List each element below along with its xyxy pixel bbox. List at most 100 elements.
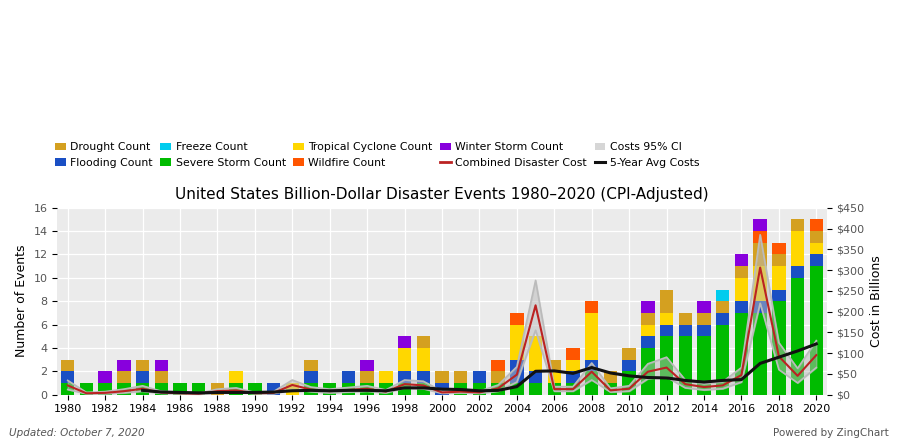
- Bar: [491, 371, 505, 383]
- Bar: [697, 336, 710, 395]
- Bar: [472, 383, 486, 395]
- Bar: [641, 301, 655, 313]
- Bar: [753, 313, 767, 395]
- Bar: [529, 383, 542, 395]
- Bar: [716, 313, 729, 325]
- Bar: [211, 383, 224, 395]
- Bar: [585, 371, 598, 395]
- Bar: [548, 360, 561, 371]
- Bar: [80, 383, 93, 395]
- Bar: [529, 371, 542, 383]
- Bar: [248, 383, 261, 395]
- Bar: [660, 336, 674, 395]
- Bar: [360, 383, 374, 395]
- Bar: [229, 383, 242, 395]
- Bar: [660, 325, 674, 336]
- Bar: [567, 348, 580, 360]
- Bar: [641, 336, 655, 348]
- Bar: [136, 371, 149, 383]
- Bar: [772, 243, 786, 254]
- Bar: [510, 360, 524, 383]
- Text: Updated: October 7, 2020: Updated: October 7, 2020: [9, 428, 145, 438]
- Bar: [360, 360, 374, 371]
- Bar: [772, 266, 786, 290]
- Bar: [810, 231, 823, 243]
- Bar: [192, 383, 206, 395]
- Bar: [810, 254, 823, 266]
- Bar: [716, 290, 729, 301]
- Bar: [810, 219, 823, 231]
- Bar: [454, 371, 468, 383]
- Bar: [491, 360, 505, 371]
- Bar: [136, 383, 149, 395]
- Bar: [61, 360, 75, 371]
- Bar: [117, 371, 130, 383]
- Bar: [603, 371, 617, 383]
- Bar: [716, 301, 729, 313]
- Bar: [697, 325, 710, 336]
- Bar: [679, 336, 692, 395]
- Bar: [154, 383, 168, 395]
- Bar: [603, 383, 617, 395]
- Bar: [791, 278, 805, 395]
- Bar: [360, 371, 374, 383]
- Bar: [622, 371, 636, 395]
- Bar: [660, 290, 674, 313]
- Bar: [622, 360, 636, 371]
- Bar: [810, 266, 823, 395]
- Y-axis label: Cost in Billions: Cost in Billions: [870, 255, 883, 347]
- Bar: [641, 348, 655, 395]
- Bar: [735, 266, 748, 278]
- Bar: [341, 371, 356, 383]
- Bar: [61, 371, 75, 383]
- Bar: [398, 348, 411, 371]
- Bar: [267, 383, 280, 395]
- Bar: [735, 254, 748, 266]
- Bar: [99, 383, 112, 395]
- Bar: [679, 313, 692, 325]
- Bar: [304, 383, 318, 395]
- Bar: [641, 313, 655, 325]
- Bar: [735, 278, 748, 301]
- Bar: [323, 383, 337, 395]
- Bar: [417, 383, 430, 395]
- Bar: [304, 371, 318, 383]
- Y-axis label: Number of Events: Number of Events: [15, 245, 28, 357]
- Bar: [791, 231, 805, 266]
- Bar: [398, 371, 411, 383]
- Bar: [417, 348, 430, 371]
- Bar: [567, 383, 580, 395]
- Bar: [660, 313, 674, 325]
- Bar: [286, 383, 299, 395]
- Text: Powered by ZingChart: Powered by ZingChart: [773, 428, 889, 438]
- Bar: [791, 266, 805, 278]
- Bar: [173, 383, 187, 395]
- Bar: [753, 243, 767, 266]
- Bar: [510, 383, 524, 395]
- Bar: [753, 219, 767, 231]
- Bar: [491, 383, 505, 395]
- Bar: [341, 383, 356, 395]
- Bar: [641, 325, 655, 336]
- Bar: [398, 336, 411, 348]
- Bar: [117, 383, 130, 395]
- Bar: [716, 325, 729, 395]
- Bar: [772, 301, 786, 395]
- Bar: [417, 371, 430, 383]
- Bar: [567, 360, 580, 371]
- Bar: [810, 243, 823, 254]
- Bar: [154, 371, 168, 383]
- Bar: [417, 336, 430, 348]
- Bar: [679, 325, 692, 336]
- Bar: [472, 371, 486, 383]
- Bar: [436, 383, 449, 395]
- Title: United States Billion-Dollar Disaster Events 1980–2020 (CPI-Adjusted): United States Billion-Dollar Disaster Ev…: [175, 187, 709, 202]
- Bar: [398, 383, 411, 395]
- Bar: [454, 383, 468, 395]
- Bar: [154, 360, 168, 371]
- Bar: [61, 383, 75, 395]
- Bar: [753, 231, 767, 243]
- Bar: [697, 301, 710, 313]
- Bar: [735, 301, 748, 313]
- Bar: [585, 301, 598, 313]
